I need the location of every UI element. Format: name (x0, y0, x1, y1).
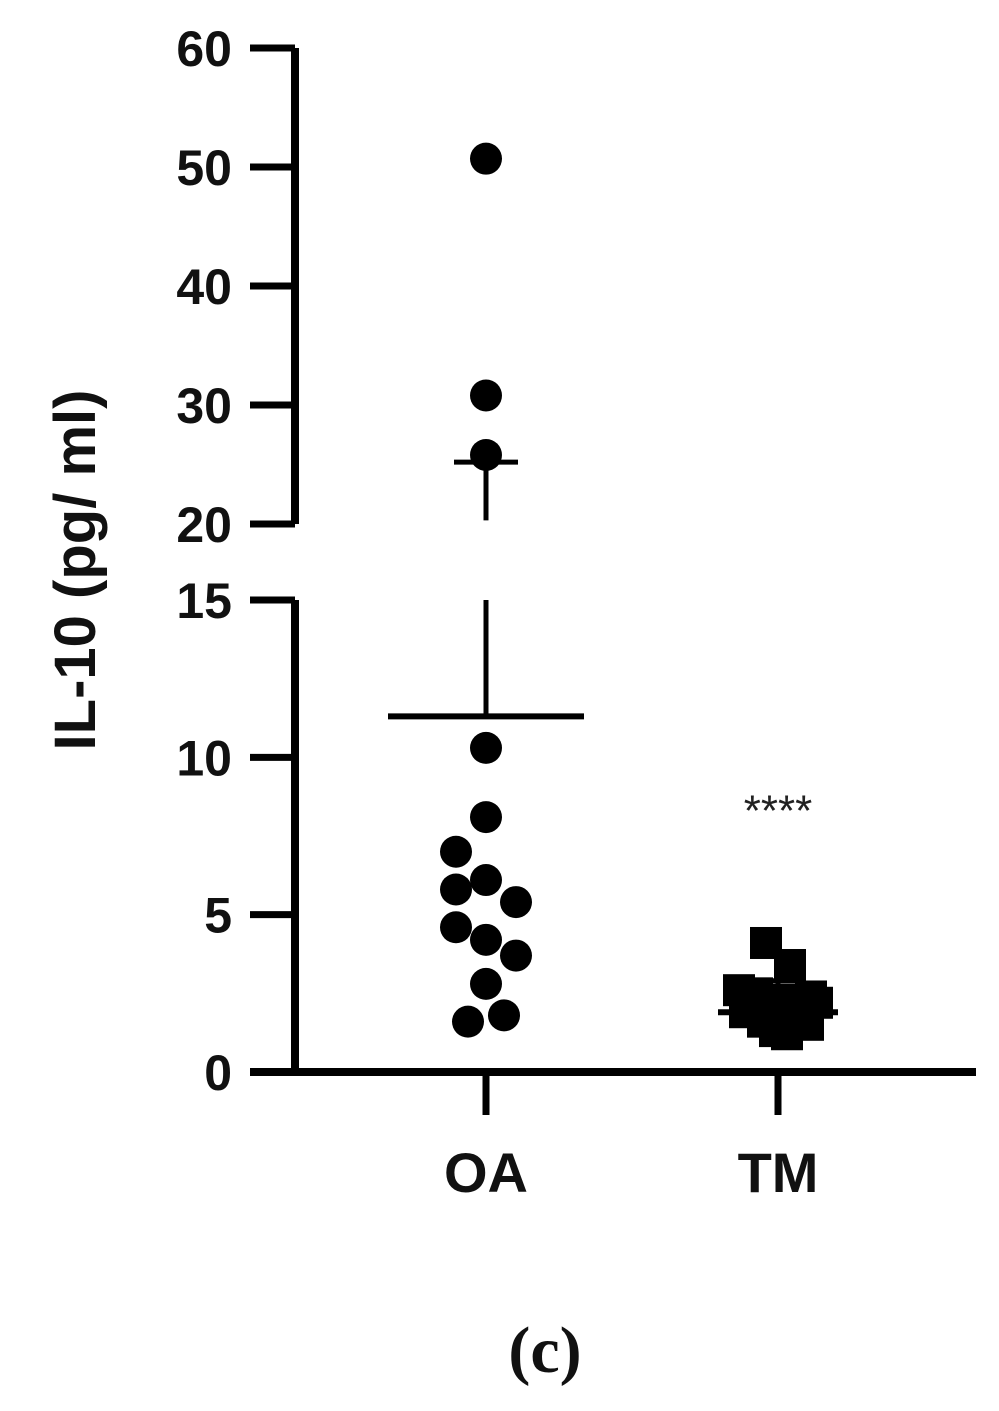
y-tick-label: 40 (176, 259, 232, 315)
data-point-oa (500, 939, 532, 972)
data-point-oa (470, 731, 502, 764)
data-point-oa (488, 999, 520, 1032)
data-point-oa (470, 142, 502, 175)
data-points (440, 142, 833, 1051)
data-point-oa (500, 886, 532, 919)
x-ticks: OA TM (444, 1072, 818, 1204)
y-ticks: 0 5 10 15 20 30 40 50 60 (176, 21, 295, 1101)
y-tick-label: 0 (204, 1045, 232, 1101)
data-point-oa (452, 1005, 484, 1038)
y-tick-label: 10 (176, 730, 232, 786)
x-tick-label: TM (738, 1141, 819, 1204)
data-point-oa (470, 967, 502, 1000)
y-tick-label: 50 (176, 140, 232, 196)
significance-annotation: **** (744, 787, 813, 836)
y-tick-label: 20 (176, 497, 232, 553)
y-tick-label: 30 (176, 378, 232, 434)
y-tick-label: 5 (204, 888, 232, 944)
y-axis-label: IL-10 (pg/ ml) (43, 390, 108, 751)
panel-label: (c) (508, 1314, 581, 1387)
y-tick-label: 15 (176, 573, 232, 629)
data-point-oa (470, 864, 502, 897)
x-tick-label: OA (444, 1141, 528, 1204)
data-point-oa (470, 923, 502, 956)
data-point-oa (440, 873, 472, 906)
data-point-oa (470, 801, 502, 834)
data-point-tm (771, 1018, 803, 1051)
data-point-oa (470, 438, 502, 471)
data-point-tm (774, 949, 806, 982)
data-point-oa (470, 379, 502, 412)
data-point-oa (440, 835, 472, 868)
y-tick-label: 60 (176, 21, 232, 77)
data-point-oa (440, 911, 472, 944)
